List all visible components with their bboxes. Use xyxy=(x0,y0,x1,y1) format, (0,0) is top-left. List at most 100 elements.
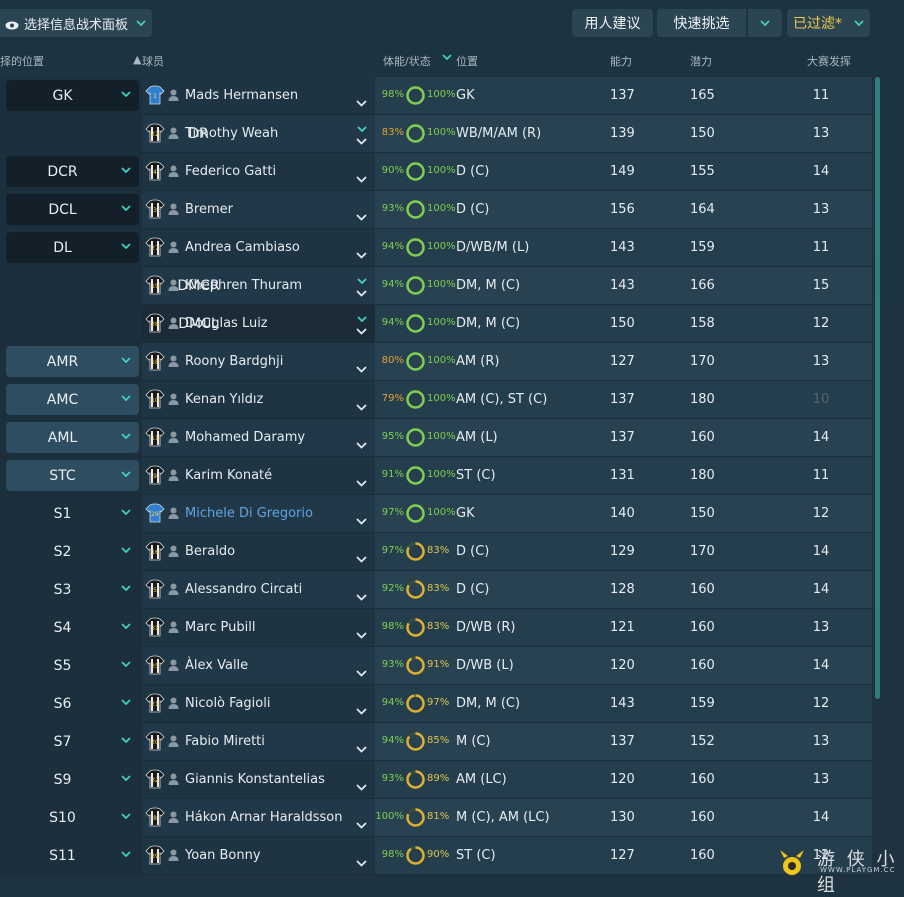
slot-select[interactable]: S9 xyxy=(6,764,139,795)
slot-select[interactable]: DL xyxy=(6,232,139,263)
player-name[interactable]: Federico Gatti xyxy=(185,164,277,179)
table-row[interactable]: DL 27 Andrea Cambiaso 94% 100% D/WB/M (L… xyxy=(0,229,872,267)
player-name[interactable]: Àlex Valle xyxy=(185,658,249,673)
player-name[interactable]: Khephren Thuram xyxy=(185,278,303,293)
table-row[interactable]: S2 16 Beraldo 97% 83% D (C) 129 170 14 xyxy=(0,533,872,571)
player-name[interactable]: Roony Bardghji xyxy=(185,354,284,369)
chevron-down-icon[interactable] xyxy=(356,510,367,529)
chevron-down-icon[interactable] xyxy=(356,624,367,643)
chevron-down-icon[interactable] xyxy=(356,586,367,605)
chevron-down-icon[interactable] xyxy=(356,548,367,567)
player-name[interactable]: Mads Hermansen xyxy=(185,88,299,103)
chevron-down-icon[interactable] xyxy=(356,776,367,795)
scrollbar[interactable] xyxy=(875,77,880,699)
col-big-match[interactable]: 大赛发挥 xyxy=(807,55,851,68)
suggest-button[interactable]: 用人建议 xyxy=(572,9,653,37)
table-row[interactable]: S6 21 Nicolò Fagioli 94% 97% DM, M (C) 1… xyxy=(0,685,872,723)
player-name[interactable]: Nicolò Fagioli xyxy=(185,696,271,711)
quick-pick-dropdown[interactable] xyxy=(748,9,782,37)
col-position-select[interactable]: 择的位置 xyxy=(0,55,44,68)
player-name[interactable]: Timothy Weah xyxy=(185,126,279,141)
table-row[interactable]: S10 8 Hákon Arnar Haraldsson 100% 81% M … xyxy=(0,799,872,837)
player-name[interactable]: Fabio Miretti xyxy=(185,734,265,749)
col-player[interactable]: 球员 xyxy=(142,55,164,68)
player-name[interactable]: Giannis Konstantelias xyxy=(185,772,325,787)
table-row[interactable]: AML 11 Mohamed Daramy 95% 100% AM (L) 13… xyxy=(0,419,872,457)
player-name[interactable]: Karim Konaté xyxy=(185,468,273,483)
player-name[interactable]: Douglas Luiz xyxy=(185,316,268,331)
table-row[interactable]: DCR 4 Federico Gatti 90% 100% D (C) 149 … xyxy=(0,153,872,191)
chevron-down-icon[interactable] xyxy=(356,320,367,339)
player-name[interactable]: Hákon Arnar Haraldsson xyxy=(185,810,343,825)
table-row[interactable]: DCL 3 Bremer 93% 100% D (C) 156 164 13 xyxy=(0,191,872,229)
person-icon xyxy=(168,583,179,595)
chevron-down-icon[interactable] xyxy=(356,206,367,225)
table-row[interactable]: S1 29 Michele Di Gregorio 97% 100% GK 14… xyxy=(0,495,872,533)
table-row[interactable]: S3 5 Alessandro Circati 92% 83% D (C) 12… xyxy=(0,571,872,609)
slot-label: AML xyxy=(47,429,78,446)
player-name[interactable]: Beraldo xyxy=(185,544,236,559)
table-row[interactable]: DR 22 Timothy Weah 83% 100% WB/M/AM (R) … xyxy=(0,115,872,153)
player-name[interactable]: Bremer xyxy=(185,202,233,217)
chevron-down-icon[interactable] xyxy=(356,434,367,453)
player-name[interactable]: Kenan Yıldız xyxy=(185,392,264,407)
slot-select[interactable]: S11 xyxy=(6,840,139,871)
col-position[interactable]: 位置 xyxy=(456,55,478,68)
table-row[interactable]: S7 20 Fabio Miretti 94% 85% M (C) 137 15… xyxy=(0,723,872,761)
slot-select[interactable]: DMCR xyxy=(142,267,375,304)
player-name[interactable]: Michele Di Gregorio xyxy=(185,506,313,521)
slot-select[interactable]: STC xyxy=(6,460,139,491)
chevron-down-icon[interactable] xyxy=(356,472,367,491)
slot-select[interactable]: DMCL xyxy=(142,305,375,342)
table-row[interactable]: S4 31 Marc Pubill 98% 83% D/WB (R) 121 1… xyxy=(0,609,872,647)
table-row[interactable]: AMC 10 Kenan Yıldız 79% 100% AM (C), ST … xyxy=(0,381,872,419)
filter-button[interactable]: 已过滤* xyxy=(787,9,870,37)
player-name[interactable]: Marc Pubill xyxy=(185,620,256,635)
player-name[interactable]: Alessandro Circati xyxy=(185,582,303,597)
chevron-down-icon[interactable] xyxy=(356,738,367,757)
chevron-down-icon[interactable] xyxy=(356,282,367,301)
chevron-down-icon[interactable] xyxy=(356,700,367,719)
chevron-down-icon[interactable] xyxy=(356,852,367,871)
chevron-down-icon[interactable] xyxy=(356,662,367,681)
stats-cell xyxy=(375,267,872,304)
slot-select[interactable]: AMC xyxy=(6,384,139,415)
slot-select[interactable]: S10 xyxy=(6,802,139,833)
slot-select[interactable]: S2 xyxy=(6,536,139,567)
col-potential[interactable]: 潜力 xyxy=(690,55,712,68)
slot-select[interactable]: S7 xyxy=(6,726,139,757)
slot-select[interactable]: S3 xyxy=(6,574,139,605)
slot-select[interactable]: S1 xyxy=(6,498,139,529)
player-name[interactable]: Yoan Bonny xyxy=(185,848,261,863)
col-ability[interactable]: 能力 xyxy=(610,55,632,68)
chevron-down-icon[interactable] xyxy=(356,92,367,111)
chevron-down-icon[interactable] xyxy=(356,358,367,377)
slot-select[interactable]: DCR xyxy=(6,156,139,187)
slot-select[interactable]: GK xyxy=(6,80,139,111)
table-row[interactable]: DMCL 26 Douglas Luiz 94% 100% DM, M (C) … xyxy=(0,305,872,343)
chevron-down-icon[interactable] xyxy=(356,396,367,415)
slot-select[interactable]: DCL xyxy=(6,194,139,225)
chevron-down-icon[interactable] xyxy=(356,244,367,263)
col-condition[interactable]: 体能/状态 xyxy=(383,55,431,68)
chevron-down-icon[interactable] xyxy=(356,130,367,149)
slot-select[interactable]: AML xyxy=(6,422,139,453)
slot-select[interactable]: S6 xyxy=(6,688,139,719)
panel-select-button[interactable]: 选择信息战术面板 xyxy=(0,9,152,37)
slot-select[interactable]: S4 xyxy=(6,612,139,643)
chevron-down-icon[interactable] xyxy=(356,168,367,187)
table-row[interactable]: DMCR 19 Khephren Thuram 94% 100% DM, M (… xyxy=(0,267,872,305)
table-row[interactable]: AMR 18 Roony Bardghji 80% 100% AM (R) 12… xyxy=(0,343,872,381)
chevron-down-icon[interactable] xyxy=(356,814,367,833)
table-row[interactable]: S11 39 Yoan Bonny 98% 90% ST (C) 127 160… xyxy=(0,837,872,875)
table-row[interactable]: STC 9 Karim Konaté 91% 100% ST (C) 131 1… xyxy=(0,457,872,495)
quick-pick-button[interactable]: 快速挑选 xyxy=(657,9,746,37)
player-name[interactable]: Mohamed Daramy xyxy=(185,430,306,445)
table-row[interactable]: S5 25 Àlex Valle 93% 91% D/WB (L) 120 16… xyxy=(0,647,872,685)
slot-select[interactable]: AMR xyxy=(6,346,139,377)
slot-select[interactable]: S5 xyxy=(6,650,139,681)
player-name[interactable]: Andrea Cambiaso xyxy=(185,240,300,255)
table-row[interactable]: S9 32 Giannis Konstantelias 93% 89% AM (… xyxy=(0,761,872,799)
slot-select[interactable]: DR xyxy=(142,115,375,152)
table-row[interactable]: GK 1 Mads Hermansen 98% 100% GK 137 165 … xyxy=(0,77,872,115)
